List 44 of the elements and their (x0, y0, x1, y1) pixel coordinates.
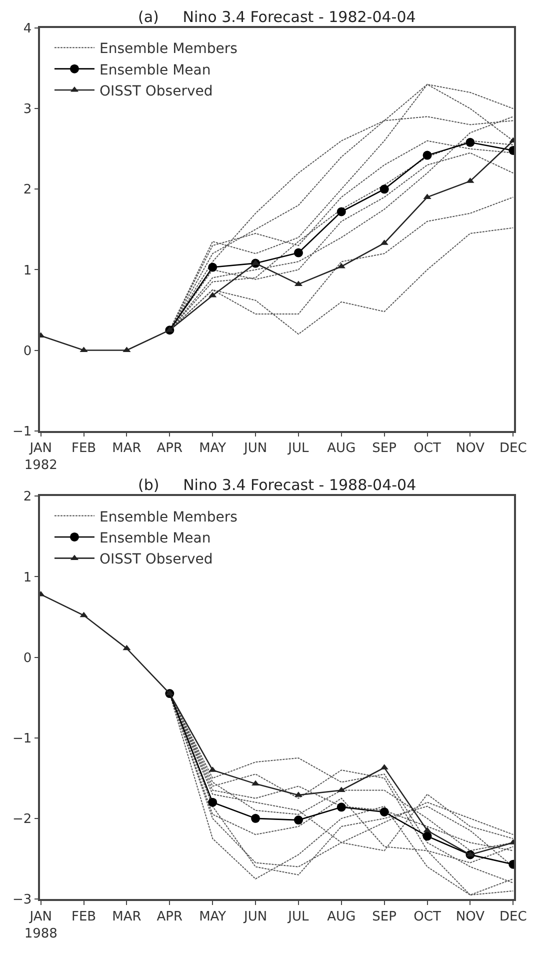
x-tick-label: SEP (372, 441, 397, 456)
x-tick-label: NOV (456, 441, 485, 456)
y-tick-label: 2 (23, 182, 32, 198)
y-tick-label: 3 (23, 102, 32, 118)
x-tick-label: JUL (287, 909, 310, 924)
y-tick-label: −2 (12, 812, 32, 827)
x-tick-label: MAR (112, 441, 142, 456)
legend-label: OISST Observed (99, 552, 213, 568)
x-tick-label: APR (156, 909, 183, 924)
x-tick-label: MAY (199, 441, 226, 456)
x-tick-label: JAN 1982 (24, 441, 58, 474)
legend-label: Ensemble Mean (99, 530, 211, 546)
x-tick-label: JAN 1988 (24, 909, 58, 942)
y-tick-label: −1 (12, 731, 32, 746)
x-tick-label: FEB (71, 441, 96, 456)
legend-label: Ensemble Members (99, 509, 238, 526)
x-tick-label: JUN (242, 909, 268, 924)
y-tick-label: 0 (23, 650, 32, 666)
y-tick-label: 2 (23, 490, 32, 505)
x-tick-label: FEB (71, 909, 96, 924)
legend-label: Ensemble Members (99, 41, 238, 58)
x-tick-label: JUL (287, 441, 310, 456)
x-tick-label: NOV (456, 909, 485, 924)
x-tick-label: APR (156, 441, 183, 456)
x-tick-label: OCT (414, 441, 441, 456)
y-tick-label: 1 (23, 570, 32, 586)
x-tick-label: SEP (372, 909, 397, 924)
y-tick-label: 1 (23, 263, 32, 278)
y-tick-label: −3 (12, 892, 32, 908)
x-tick-label: DEC (499, 441, 527, 456)
chart-title: (b) Nino 3.4 Forecast - 1988-04-04 (138, 476, 416, 494)
y-tick-label: −1 (12, 424, 32, 440)
x-tick-label: MAR (112, 909, 142, 924)
y-tick-label: 4 (23, 22, 32, 37)
legend-label: Ensemble Mean (99, 62, 211, 78)
x-tick-label: AUG (327, 909, 356, 924)
x-tick-label: OCT (414, 909, 441, 924)
y-tick-label: 0 (23, 344, 32, 359)
legend-label: OISST Observed (99, 83, 213, 100)
x-tick-label: JUN (242, 441, 268, 456)
x-tick-label: DEC (499, 909, 527, 924)
chart-title: (a) Nino 3.4 Forecast - 1982-04-04 (138, 8, 416, 26)
x-tick-label: AUG (327, 441, 356, 456)
x-tick-label: MAY (199, 909, 226, 924)
